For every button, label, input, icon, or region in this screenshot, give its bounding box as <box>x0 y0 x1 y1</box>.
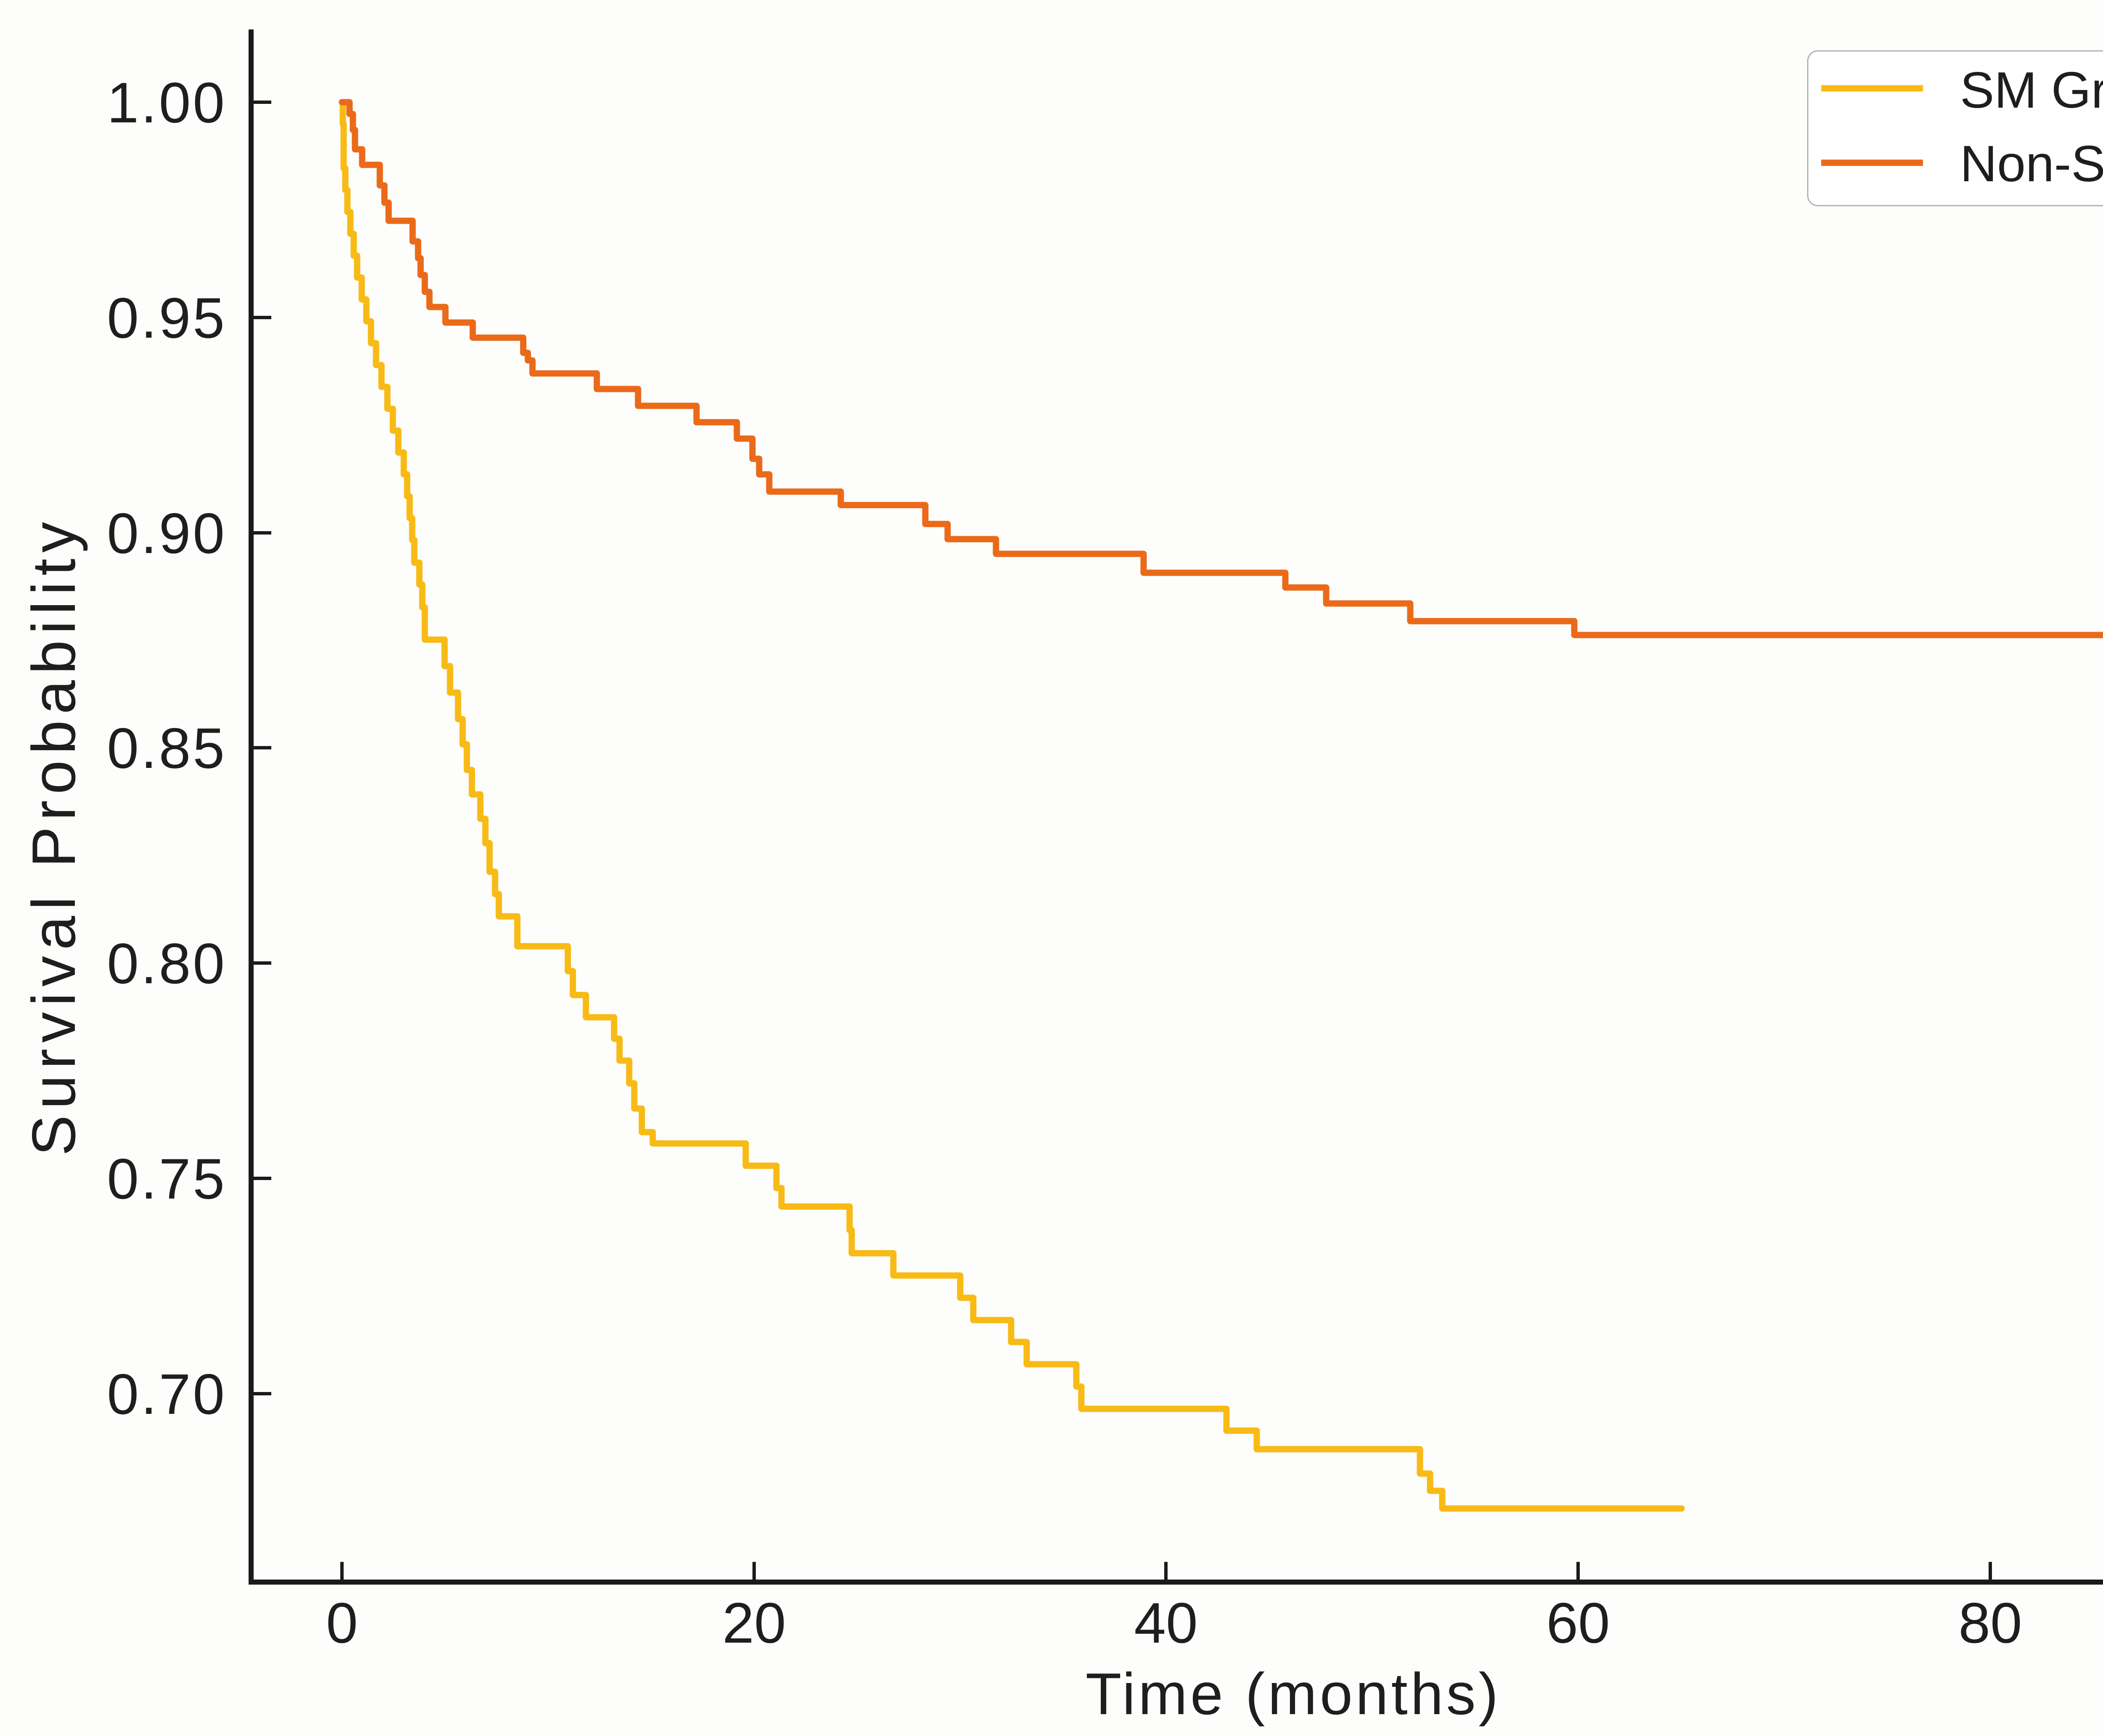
svg-text:20: 20 <box>722 1591 786 1655</box>
svg-text:0: 0 <box>326 1591 358 1655</box>
svg-text:40: 40 <box>1134 1591 1197 1655</box>
svg-text:0.95: 0.95 <box>107 286 227 350</box>
svg-text:0.85: 0.85 <box>107 716 227 780</box>
svg-text:Non-SM Group: Non-SM Group <box>1960 135 2103 192</box>
svg-text:SM Group: SM Group <box>1960 61 2103 119</box>
svg-text:0.90: 0.90 <box>107 501 227 565</box>
svg-text:1.00: 1.00 <box>107 71 227 135</box>
svg-text:Survival Probability: Survival Probability <box>19 516 88 1156</box>
svg-text:60: 60 <box>1546 1591 1610 1655</box>
svg-text:0.75: 0.75 <box>107 1147 227 1211</box>
svg-text:0.70: 0.70 <box>107 1362 227 1426</box>
svg-text:Time (months): Time (months) <box>1086 1661 1501 1727</box>
svg-text:80: 80 <box>1958 1591 2022 1655</box>
svg-text:0.80: 0.80 <box>107 932 227 995</box>
